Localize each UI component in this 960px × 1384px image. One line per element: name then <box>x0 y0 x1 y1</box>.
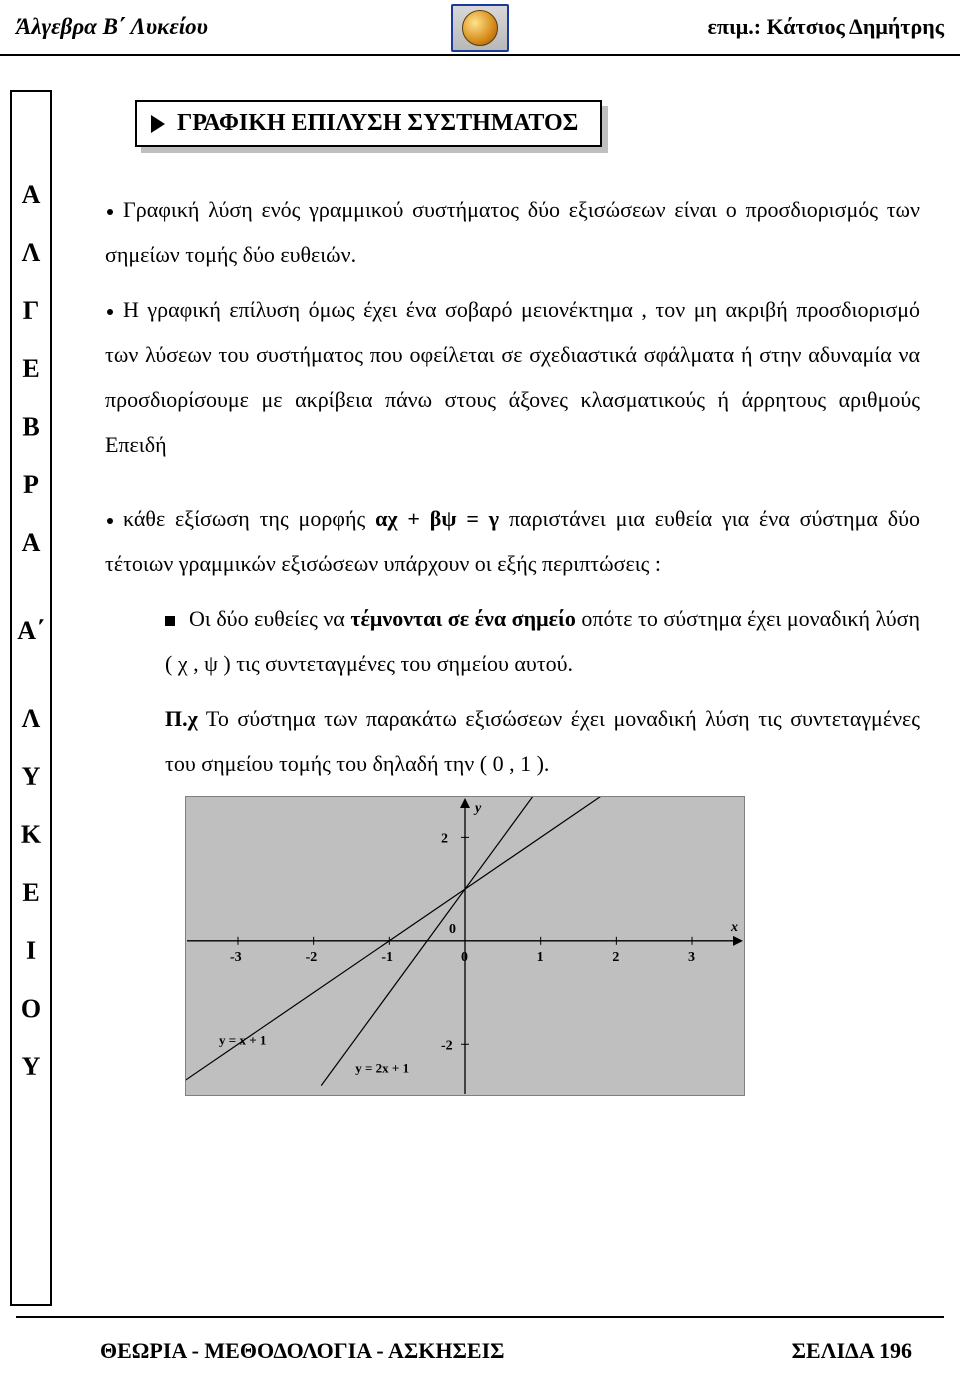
header-right: επιμ.: Κάτσιος Δημήτρης <box>708 14 944 40</box>
footer-rule <box>16 1316 944 1318</box>
svg-text:2: 2 <box>612 950 619 965</box>
svg-text:-2: -2 <box>441 1038 453 1053</box>
svg-text:x: x <box>730 920 738 935</box>
page-content: ΓΡΑΦΙΚΗ ΕΠΙΛΥΣΗ ΣΥΣΤΗΜΑΤΟΣ Γραφική λύση … <box>105 100 920 1284</box>
svg-text:y: y <box>473 801 482 816</box>
sidebar-letter: Λ <box>22 706 41 732</box>
sidebar-letter: Ε <box>22 880 39 906</box>
header-left: Άλγεβρα Β΄ Λυκείου <box>16 14 208 40</box>
vertical-side-title: Α Λ Γ Ε Β Ρ Α Α΄ Λ Υ Κ Ε Ι Ο Υ <box>10 90 52 1306</box>
sidebar-letter: Ι <box>26 938 36 964</box>
svg-text:y = x + 1: y = x + 1 <box>219 1032 266 1047</box>
page-header: Άλγεβρα Β΄ Λυκείου επιμ.: Κάτσιος Δημήτρ… <box>0 0 960 56</box>
bullet-icon <box>107 518 113 524</box>
p3-prefix: κάθε εξίσωση της μορφής <box>123 506 375 531</box>
svg-text:3: 3 <box>688 950 695 965</box>
sidebar-letter: Λ <box>22 240 41 266</box>
line-chart: x y -3 -2 -1 0 1 2 3 -2 2 0 y = x + 1 y = 2x + 1 <box>185 796 745 1096</box>
page-footer: ΘΕΩΡΙΑ - ΜΕΘΟΔΟΛΟΓΙΑ - ΑΣΚΗΣΕΙΣ ΣΕΛΙΔΑ 1… <box>0 1338 960 1364</box>
sidebar-letter: Β <box>22 414 39 440</box>
sidebar-letter: Γ <box>23 298 40 324</box>
sidebar-letter: Υ <box>22 764 41 790</box>
sidebar-letter: Ρ <box>23 472 39 498</box>
sidebar-letter: Α΄ <box>17 618 44 644</box>
sub-item-1: Οι δύο ευθείες να τέμνονται σε ένα σημεί… <box>165 596 920 686</box>
example-line: Π.χ Το σύστημα των παρακάτω εξισώσεων έχ… <box>165 696 920 786</box>
paragraph-3: κάθε εξίσωση της μορφής αχ + βψ = γ παρι… <box>105 496 920 586</box>
example-label: Π.χ <box>165 706 198 731</box>
sidebar-letter: Ε <box>22 356 39 382</box>
section-title-box: ΓΡΑΦΙΚΗ ΕΠΙΛΥΣΗ ΣΥΣΤΗΜΑΤΟΣ <box>135 100 602 147</box>
svg-text:-1: -1 <box>381 950 393 965</box>
paragraph-2-text: Η γραφική επίλυση όμως έχει ένα σοβαρό μ… <box>105 297 920 457</box>
sidebar-letter: Α <box>22 182 41 208</box>
emblem-icon <box>451 4 509 52</box>
svg-text:-2: -2 <box>306 950 318 965</box>
p3-formula: αχ + βψ = γ <box>375 506 499 531</box>
sidebar-letter: Υ <box>22 1054 41 1080</box>
chart-container: x y -3 -2 -1 0 1 2 3 -2 2 0 y = x + 1 y = 2x + 1 <box>185 796 920 1101</box>
footer-left: ΘΕΩΡΙΑ - ΜΕΘΟΔΟΛΟΓΙΑ - ΑΣΚΗΣΕΙΣ <box>100 1338 505 1364</box>
sidebar-letter: Ο <box>21 996 41 1022</box>
svg-text:y = 2x + 1: y = 2x + 1 <box>355 1061 409 1076</box>
square-bullet-icon <box>165 616 175 626</box>
section-title: ΓΡΑΦΙΚΗ ΕΠΙΛΥΣΗ ΣΥΣΤΗΜΑΤΟΣ <box>135 100 602 147</box>
svg-text:2: 2 <box>441 832 448 847</box>
bullet-icon <box>107 209 113 215</box>
paragraph-1-text: Γραφική λύση ενός γραμμικού συστήματος δ… <box>105 197 920 267</box>
bullet-icon <box>107 309 113 315</box>
svg-text:-3: -3 <box>230 950 242 965</box>
paragraph-2: Η γραφική επίλυση όμως έχει ένα σοβαρό μ… <box>105 287 920 467</box>
arrow-right-icon <box>151 115 165 133</box>
sidebar-letter: Α <box>22 530 41 556</box>
svg-text:1: 1 <box>537 950 544 965</box>
sub1-a: Οι δύο ευθείες να <box>189 606 350 631</box>
example-text: Το σύστημα των παρακάτω εξισώσεων έχει μ… <box>165 706 920 776</box>
section-title-text: ΓΡΑΦΙΚΗ ΕΠΙΛΥΣΗ ΣΥΣΤΗΜΑΤΟΣ <box>177 110 578 137</box>
sidebar-letter: Κ <box>21 822 41 848</box>
footer-right: ΣΕΛΙΔΑ 196 <box>792 1338 912 1364</box>
svg-text:0: 0 <box>461 950 468 965</box>
svg-text:0: 0 <box>449 922 456 937</box>
sub1-b: τέμνονται σε ένα σημείο <box>350 606 575 631</box>
paragraph-1: Γραφική λύση ενός γραμμικού συστήματος δ… <box>105 187 920 277</box>
